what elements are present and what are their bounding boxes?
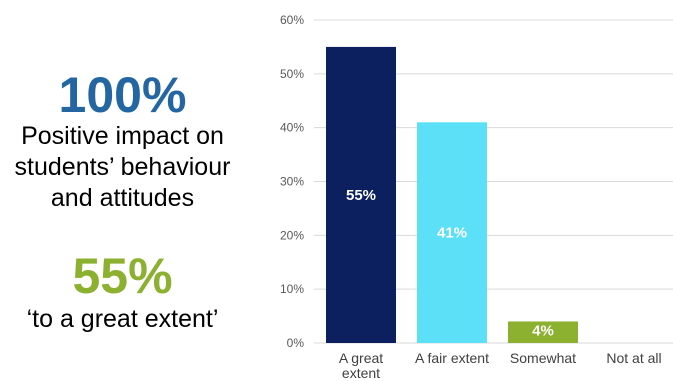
data-label: 55% — [346, 187, 376, 204]
key-stats-panel: 100% Positive impact on students’ behavi… — [0, 0, 245, 381]
data-label: 4% — [532, 322, 554, 339]
stat-positive-impact-line-1: Positive impact on — [21, 122, 224, 150]
y-tick-label: 50% — [280, 67, 304, 81]
stat-positive-impact-value: 100% — [58, 67, 187, 123]
bar — [417, 122, 487, 344]
data-label: 41% — [437, 225, 467, 242]
bar — [508, 321, 578, 343]
y-tick-label: 30% — [280, 175, 304, 189]
x-category-label: extent — [342, 365, 380, 381]
stat-great-extent-text: ‘to a great extent’ — [26, 305, 219, 333]
y-tick-label: 60% — [280, 13, 304, 27]
y-tick-label: 20% — [280, 228, 304, 242]
x-category-label: A fair extent — [415, 350, 489, 366]
y-tick-label: 0% — [287, 336, 305, 350]
x-category-label: A great — [339, 350, 383, 366]
bar — [326, 46, 396, 344]
stat-great-extent-value: 55% — [72, 248, 173, 304]
x-category-label: Somewhat — [510, 350, 576, 366]
y-tick-label: 10% — [280, 282, 304, 296]
stat-positive-impact-line-3: and attitudes — [50, 184, 195, 212]
stat-positive-impact-line-2: students’ behaviour — [14, 153, 231, 181]
x-category-label: Not at all — [606, 350, 661, 366]
y-tick-label: 40% — [280, 121, 304, 135]
